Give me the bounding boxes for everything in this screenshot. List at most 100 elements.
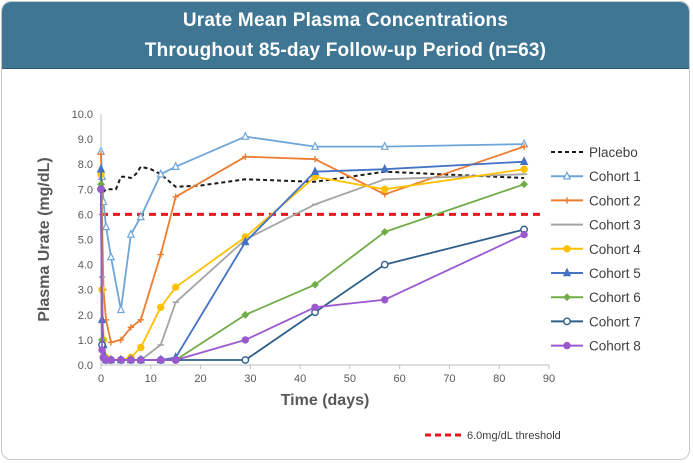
series-cohort-8 bbox=[97, 185, 528, 364]
data-point bbox=[106, 251, 116, 261]
data-point bbox=[380, 163, 389, 173]
y-tick-label: 10.0 bbox=[72, 109, 93, 121]
series-cohort-6 bbox=[97, 180, 529, 364]
data-point bbox=[241, 336, 250, 344]
y-tick-label: 2.0 bbox=[78, 310, 93, 322]
data-point bbox=[126, 229, 136, 238]
data-point bbox=[117, 336, 125, 344]
x-tick-label: 0 bbox=[98, 373, 104, 385]
data-point bbox=[520, 143, 528, 150]
data-point bbox=[97, 150, 105, 158]
x-tick-label: 20 bbox=[194, 373, 206, 385]
y-tick-label: 3.0 bbox=[78, 285, 93, 297]
y-tick-label: 6.0 bbox=[78, 209, 93, 221]
y-tick-label: 1.0 bbox=[78, 335, 93, 347]
x-tick-label: 30 bbox=[244, 373, 256, 385]
legend: Placebo Cohort 1 Cohort 2 Cohort 3 Cohort 4 C… bbox=[551, 145, 641, 354]
series-line bbox=[100, 165, 525, 193]
x-tick-label: 70 bbox=[443, 373, 455, 385]
data-point bbox=[563, 245, 571, 253]
data-point bbox=[97, 185, 105, 194]
series-line bbox=[100, 135, 525, 311]
title-banner: Urate Mean Plasma Concentrations Through… bbox=[2, 2, 689, 69]
data-point bbox=[117, 356, 125, 364]
legend-label: Cohort 3 bbox=[589, 218, 641, 233]
data-point bbox=[562, 267, 572, 277]
data-point bbox=[96, 163, 106, 173]
data-point bbox=[171, 283, 180, 291]
data-point bbox=[171, 161, 180, 171]
legend-label: Cohort 8 bbox=[589, 339, 641, 354]
data-point bbox=[172, 193, 179, 201]
y-tick-label: 7.0 bbox=[78, 184, 93, 196]
data-point bbox=[157, 251, 164, 258]
data-point bbox=[137, 316, 145, 324]
data-point bbox=[137, 343, 145, 352]
series-cohort-1 bbox=[96, 131, 529, 314]
y-tick-label: 4.0 bbox=[78, 260, 93, 272]
legend-label: Cohort 5 bbox=[589, 266, 641, 281]
chart-title-line1: Urate Mean Plasma Concentrations bbox=[182, 10, 509, 31]
data-point bbox=[241, 356, 250, 364]
data-point bbox=[563, 317, 571, 326]
legend-label: Cohort 1 bbox=[589, 169, 641, 184]
x-axis-title: Time (days) bbox=[281, 392, 370, 409]
data-point bbox=[171, 356, 180, 364]
legend-label: Cohort 4 bbox=[589, 242, 641, 257]
data-point bbox=[107, 339, 115, 346]
y-tick-label: 8.0 bbox=[78, 159, 93, 171]
legend-label: Cohort 2 bbox=[589, 193, 641, 208]
data-point bbox=[519, 156, 529, 165]
data-point bbox=[156, 168, 165, 178]
legend-label: Cohort 7 bbox=[589, 314, 641, 329]
y-tick-label: 9.0 bbox=[78, 134, 93, 146]
y-axis-title: Plasma Urate (mg/dL) bbox=[36, 157, 53, 321]
series-cohort-5 bbox=[96, 156, 529, 364]
data-point bbox=[520, 165, 528, 173]
series-placebo bbox=[100, 165, 525, 193]
data-point bbox=[101, 221, 111, 231]
series-line bbox=[100, 173, 525, 361]
data-point bbox=[563, 293, 571, 302]
data-point bbox=[311, 280, 319, 289]
data-point bbox=[157, 356, 165, 364]
data-point bbox=[520, 230, 528, 239]
series-line bbox=[100, 160, 525, 361]
data-point bbox=[563, 341, 571, 350]
data-point bbox=[311, 303, 319, 311]
x-tick-label: 50 bbox=[344, 373, 356, 385]
series-cohort-4 bbox=[97, 165, 528, 364]
data-point bbox=[381, 185, 389, 194]
x-tick-label: 80 bbox=[493, 373, 505, 385]
data-point bbox=[520, 180, 529, 189]
data-point bbox=[241, 310, 250, 319]
legend-label: Cohort 6 bbox=[589, 290, 641, 305]
data-point bbox=[380, 228, 389, 236]
x-tick-label: 10 bbox=[145, 373, 157, 385]
x-tick-label: 40 bbox=[294, 373, 306, 385]
data-point bbox=[136, 211, 145, 221]
data-point bbox=[310, 141, 320, 150]
data-point bbox=[107, 356, 115, 364]
data-point bbox=[380, 141, 389, 150]
data-point bbox=[127, 356, 135, 364]
data-point bbox=[98, 346, 106, 354]
y-tick-label: 5.0 bbox=[78, 235, 93, 247]
data-point bbox=[116, 304, 126, 314]
data-point bbox=[157, 303, 165, 311]
series-cohort-7 bbox=[97, 185, 529, 364]
threshold-legend-label: 6.0mg/dL threshold bbox=[467, 430, 561, 442]
data-point bbox=[310, 166, 320, 176]
series-cohort-3 bbox=[97, 173, 528, 361]
data-point bbox=[562, 170, 572, 180]
x-tick-label: 60 bbox=[394, 373, 406, 385]
data-point bbox=[380, 260, 389, 269]
x-tick-label: 90 bbox=[543, 373, 555, 385]
threshold-legend: 6.0mg/dL threshold bbox=[425, 430, 561, 442]
legend-label: Placebo bbox=[589, 145, 638, 160]
chart-title-line2: Throughout 85-day Follow-up Period (n=63… bbox=[144, 40, 547, 61]
data-point bbox=[241, 236, 250, 246]
data-point bbox=[563, 197, 571, 204]
